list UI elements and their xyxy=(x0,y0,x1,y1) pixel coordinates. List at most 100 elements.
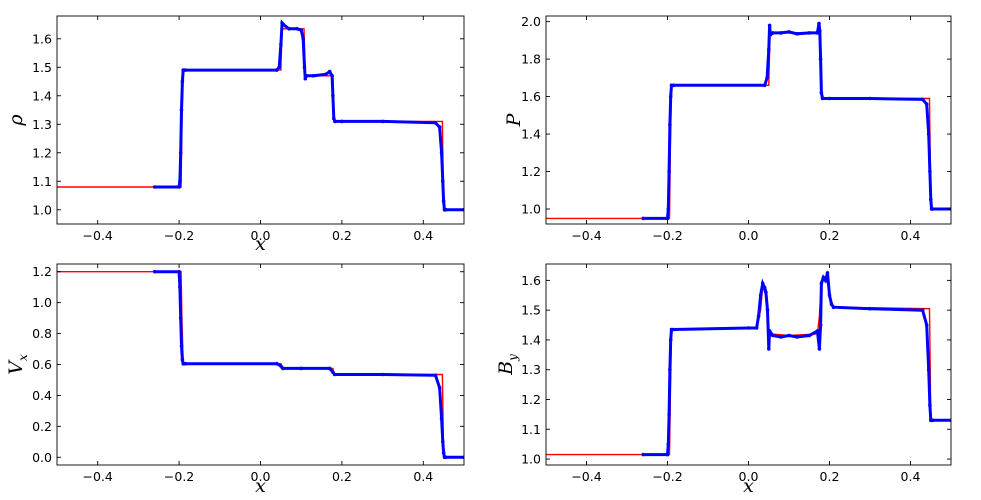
numerical-data-point xyxy=(323,72,328,77)
numerical-data-point xyxy=(764,290,768,295)
numerical-data-point xyxy=(179,344,184,348)
numerical-data-point xyxy=(437,125,442,129)
numerical-data-point xyxy=(180,79,185,84)
x-tick-label: 0.2 xyxy=(820,469,840,484)
numerical-data-point xyxy=(327,366,332,371)
numerical-data-point xyxy=(178,316,183,320)
x-axis-label: x xyxy=(743,475,754,497)
numerical-data-point xyxy=(795,335,799,339)
numerical-solution-line xyxy=(643,23,951,220)
numerical-data-point xyxy=(279,364,283,368)
numerical-data-point xyxy=(765,308,770,313)
numerical-data-point xyxy=(304,74,309,78)
numerical-data-point xyxy=(758,293,763,298)
numerical-data-point xyxy=(868,96,872,101)
velocity-x-panel: −0.4 −0.2 0.0 0.2 0.4 0.0 0.2 0.4 0.6 0.8 1.0 1.2 x V… xyxy=(5,263,465,497)
numerical-data-point xyxy=(667,412,671,417)
numerical-data-point xyxy=(765,76,769,80)
numerical-data-point xyxy=(380,119,385,124)
numerical-data-point xyxy=(928,403,932,408)
numerical-data-point xyxy=(767,347,771,351)
numerical-data-point xyxy=(279,42,283,47)
numerical-data-point xyxy=(920,97,925,102)
numerical-data-point xyxy=(767,23,772,28)
x-tick-label: −0.2 xyxy=(164,228,194,243)
x-tick-label: 0.0 xyxy=(739,228,759,243)
numerical-data-point xyxy=(762,286,767,290)
numerical-data-point xyxy=(767,47,771,52)
y-tick-label: 1.4 xyxy=(32,88,52,103)
numerical-data-point xyxy=(795,32,799,36)
x-tick-label: 0.0 xyxy=(739,469,759,484)
numerical-data-point xyxy=(668,367,672,372)
numerical-data-point xyxy=(817,347,822,351)
x-tick-label: −0.4 xyxy=(571,228,601,243)
numerical-data-point xyxy=(441,199,446,203)
numerical-data-point xyxy=(820,96,825,101)
x-tick-label: 0.4 xyxy=(413,469,433,484)
y-tick-label: 2.0 xyxy=(521,14,541,29)
numerical-data-point xyxy=(754,326,759,330)
numerical-data-point xyxy=(179,108,184,112)
numerical-data-point xyxy=(441,179,445,184)
reference-solution-line xyxy=(57,28,464,211)
numerical-data-point xyxy=(807,31,812,35)
numerical-data-point xyxy=(807,333,812,338)
y-tick-label: 1.2 xyxy=(32,145,52,160)
y-tick-label: 0.8 xyxy=(32,326,52,341)
y-tick-label: 1.0 xyxy=(521,202,541,217)
y-tick-label: 1.6 xyxy=(521,273,541,288)
y-tick-label: 1.2 xyxy=(521,392,541,407)
pressure-panel: −0.4 −0.2 0.0 0.2 0.4 1.0 1.2 1.4 1.6 1.8 2.0 P xyxy=(503,14,952,243)
numerical-data-point xyxy=(671,83,676,88)
numerical-data-point xyxy=(301,37,306,41)
y-tick-label: 0.2 xyxy=(32,419,52,434)
numerical-data-point xyxy=(868,306,872,311)
y-tick-label: 1.2 xyxy=(521,164,541,179)
y-tick-label: 1.1 xyxy=(521,422,541,437)
numerical-data-point xyxy=(762,83,767,88)
y-tick-label: 1.6 xyxy=(32,31,52,46)
numerical-data-point xyxy=(760,281,765,286)
x-tick-label: −0.4 xyxy=(83,469,113,484)
y-tick-label: 1.6 xyxy=(521,89,541,104)
plot-frame xyxy=(56,15,465,225)
numerical-data-point xyxy=(920,308,925,313)
numerical-data-point xyxy=(767,329,772,333)
numerical-data-point xyxy=(178,151,183,155)
numerical-data-point xyxy=(819,281,824,286)
y-tick-label: 1.1 xyxy=(32,174,52,189)
numerical-data-point xyxy=(287,27,291,31)
numerical-data-point xyxy=(277,65,282,70)
numerical-data-point xyxy=(299,28,304,32)
y-axis-label: By xyxy=(495,354,520,376)
numerical-data-point xyxy=(666,442,671,447)
reference-solution-line xyxy=(546,270,951,456)
y-tick-label: 1.5 xyxy=(521,303,541,318)
numerical-data-point xyxy=(295,27,299,31)
numerical-data-point xyxy=(275,68,279,72)
numerical-solution-line xyxy=(643,272,951,457)
numerical-data-point xyxy=(666,207,671,211)
numerical-data-point xyxy=(668,94,673,99)
numerical-data-point xyxy=(746,326,751,330)
y-tick-label: 1.0 xyxy=(521,452,541,467)
numerical-data-point xyxy=(821,275,826,280)
x-tick-label: 0.4 xyxy=(413,228,433,243)
numerical-data-point xyxy=(825,271,830,275)
y-axis-label: ρ xyxy=(5,114,27,127)
numerical-data-point xyxy=(380,372,385,377)
y-axis-label: P xyxy=(503,112,525,127)
plot-frame xyxy=(545,15,952,225)
numerical-data-point xyxy=(332,116,336,121)
numerical-data-point xyxy=(183,68,187,72)
numerical-data-point xyxy=(818,323,823,327)
x-tick-label: 0.2 xyxy=(332,228,352,243)
numerical-data-point xyxy=(827,96,832,101)
y-tick-label: 0.6 xyxy=(32,357,52,372)
numerical-data-point xyxy=(641,216,645,221)
y-tick-label: 0.4 xyxy=(32,388,52,403)
numerical-data-point xyxy=(281,366,285,371)
numerical-data-point xyxy=(756,314,761,318)
numerical-data-point xyxy=(779,335,783,339)
